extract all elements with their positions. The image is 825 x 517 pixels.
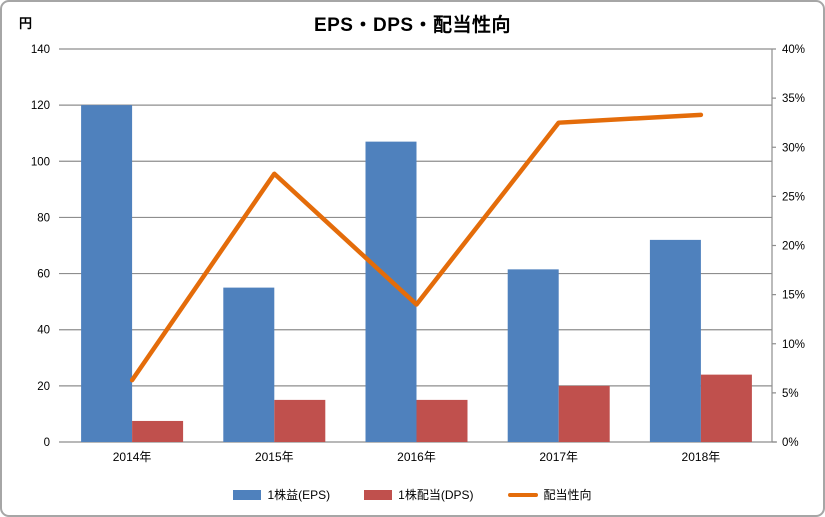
x-axis-category-label: 2016年 [397,450,436,464]
left-axis-tick-label: 60 [37,269,50,281]
eps-bar [365,141,417,442]
left-axis-unit-label: 円 [19,16,33,31]
legend-item-dps: 1株配当(DPS) [364,486,474,503]
dps-bar [558,385,610,442]
x-axis-category-label: 2014年 [113,450,152,464]
legend-item-payout: 配当性向 [507,486,592,503]
right-axis-tick-label: 0% [782,437,799,449]
legend: 1株益(EPS) 1株配当(DPS) 配当性向 [2,486,823,503]
eps-legend-label: 1株益(EPS) [267,488,331,502]
eps-bar [649,239,701,442]
x-axis-category-label: 2015年 [255,450,294,464]
x-axis-category-label: 2018年 [682,450,721,464]
dps-bar [416,399,468,442]
chart-title: EPS・DPS・配当性向 [313,15,512,36]
dps-bar [132,420,184,442]
left-axis-tick-label: 20 [37,381,50,393]
dps-legend-label: 1株配当(DPS) [398,488,474,502]
left-axis-tick-label: 120 [31,100,50,112]
legend-item-eps: 1株益(EPS) [233,486,330,503]
payout-legend-line-swatch [507,492,538,497]
left-axis-tick-label: 140 [31,44,50,56]
eps-bar [223,287,275,442]
left-axis-tick-label: 80 [37,212,50,224]
dps-legend-swatch [364,489,393,500]
left-axis-tick-label: 100 [31,156,50,168]
right-axis-tick-label: 5% [782,388,799,400]
left-axis-tick-label: 0 [44,437,50,449]
payout-ratio-line [129,112,704,383]
x-axis-category-label: 2017年 [539,450,578,464]
right-axis-tick-label: 25% [782,191,805,203]
right-axis-tick-label: 15% [782,290,805,302]
left-axis-tick-label: 40 [37,325,50,337]
payout-legend-label: 配当性向 [543,488,592,502]
right-axis-tick-label: 20% [782,241,805,253]
dps-bar [274,399,326,442]
eps-bar [507,269,559,442]
eps-bar [81,105,133,443]
right-axis-tick-label: 10% [782,339,805,351]
right-axis-tick-label: 35% [782,93,805,105]
right-axis-tick-label: 40% [782,44,805,56]
eps-legend-swatch [233,489,262,500]
dps-bar [700,374,752,442]
right-axis-tick-label: 30% [782,142,805,154]
